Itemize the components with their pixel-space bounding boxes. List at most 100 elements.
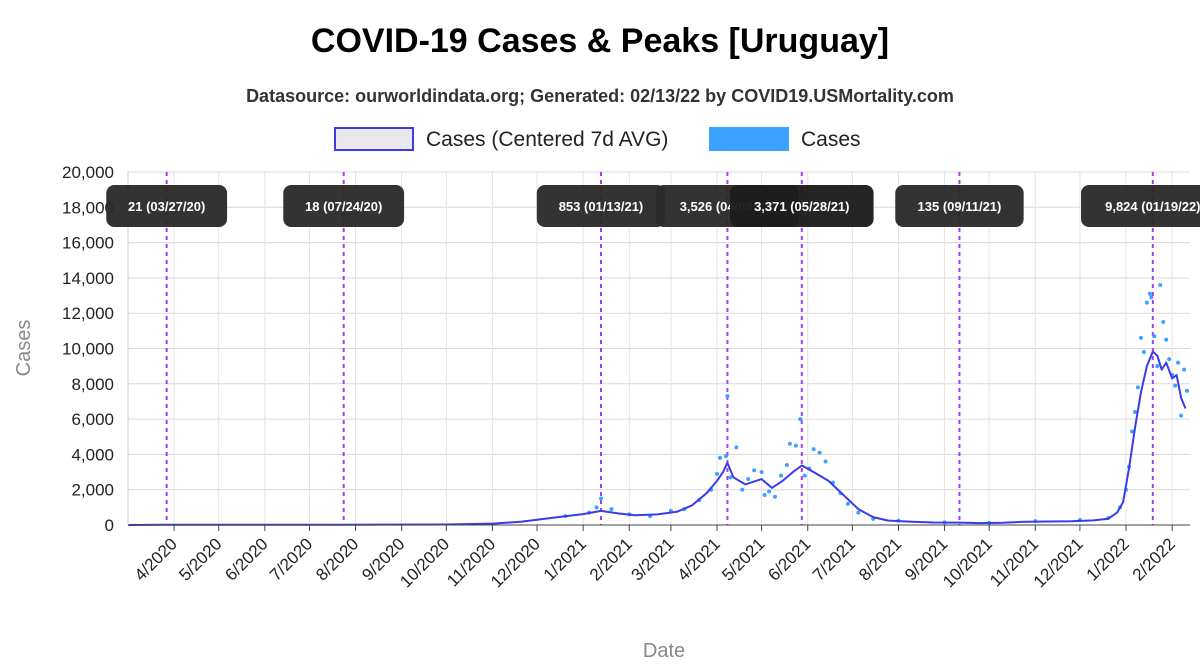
- peak-label-box: [283, 185, 405, 227]
- legend-label-avg: Cases (Centered 7d AVG): [426, 128, 669, 151]
- x-tick-label: 4/2021: [674, 534, 724, 584]
- x-tick-label: 5/2021: [718, 534, 768, 584]
- case-point: [759, 470, 764, 475]
- x-tick-label: 3/2021: [628, 534, 678, 584]
- y-tick-label: 0: [105, 516, 114, 535]
- case-point: [1149, 295, 1154, 300]
- case-point: [1164, 337, 1169, 342]
- case-point: [773, 494, 778, 499]
- case-point: [1141, 350, 1146, 355]
- case-point: [1158, 282, 1163, 287]
- case-point: [1147, 291, 1152, 296]
- peak-label-box: [729, 185, 874, 227]
- x-tick-label: 12/2021: [1030, 534, 1087, 591]
- peak-label-box: [106, 185, 228, 227]
- x-tick-label: 12/2020: [487, 534, 544, 591]
- case-point: [1173, 383, 1178, 388]
- legend-swatch-cases: [709, 127, 789, 151]
- case-point: [1182, 367, 1187, 372]
- x-tick-label: 2/2021: [586, 534, 636, 584]
- x-tick-label: 6/2021: [764, 534, 814, 584]
- y-tick-label: 6,000: [71, 410, 114, 429]
- x-tick-label: 1/2022: [1083, 534, 1133, 584]
- case-point: [1138, 335, 1143, 340]
- x-tick-label: 10/2020: [396, 534, 453, 591]
- case-point: [717, 455, 722, 460]
- peak-label-box: [1081, 185, 1200, 227]
- x-tick-label: 4/2020: [131, 534, 181, 584]
- x-tick-label: 6/2020: [221, 534, 271, 584]
- case-point: [798, 417, 803, 422]
- case-point: [752, 468, 757, 473]
- average-line-path: [127, 350, 1187, 526]
- case-point: [767, 489, 772, 494]
- case-point: [609, 507, 614, 512]
- case-point: [802, 473, 807, 478]
- x-tick-label: 5/2020: [175, 534, 225, 584]
- y-tick-label: 10,000: [62, 340, 114, 359]
- case-point: [1135, 385, 1140, 390]
- peak-label-text: 9,824 (01/19/22): [1105, 199, 1200, 214]
- peak-label: 21 (03/27/20): [106, 185, 228, 227]
- case-point: [1176, 360, 1181, 365]
- x-tick-label: 2/2022: [1129, 534, 1179, 584]
- case-point: [1129, 429, 1134, 434]
- y-tick-label: 20,000: [62, 163, 114, 182]
- case-point: [1132, 410, 1137, 415]
- case-point: [787, 441, 792, 446]
- case-point: [734, 445, 739, 450]
- peak-label-text: 3,371 (05/28/21): [754, 199, 849, 214]
- case-point: [778, 473, 783, 478]
- case-point: [845, 501, 850, 506]
- axes: 0 2,000 4,000 6,000 8,000 10,000 12,000 14,000 1…: [62, 163, 1190, 591]
- peak-label: 135 (09/11/21): [895, 185, 1024, 227]
- x-tick-label: 7/2020: [266, 534, 316, 584]
- peak-label: 9,824 (01/19/22): [1081, 185, 1200, 227]
- peak-label-text: 21 (03/27/20): [128, 199, 205, 214]
- chart-subtitle: Datasource: ourworldindata.org; Generate…: [246, 86, 954, 106]
- chart-title: COVID-19 Cases & Peaks [Uruguay]: [310, 22, 890, 60]
- case-point: [715, 471, 720, 476]
- case-point: [1167, 357, 1172, 362]
- peak-label-text: 18 (07/24/20): [305, 199, 382, 214]
- x-axis-title: Date: [643, 640, 685, 662]
- x-tick-label: 8/2021: [855, 534, 905, 584]
- case-point: [1161, 320, 1166, 325]
- legend-swatch-avg: [334, 127, 414, 151]
- peak-label-box: [895, 185, 1024, 227]
- case-point: [793, 443, 798, 448]
- y-tick-label: 8,000: [71, 375, 114, 394]
- peak-label-box: [536, 185, 666, 227]
- case-point: [728, 475, 733, 480]
- case-point: [1179, 413, 1184, 418]
- case-point: [725, 394, 730, 399]
- peak-labels: 21 (03/27/20) 18 (07/24/20) 853 (01/13/21)…: [106, 185, 1200, 227]
- peak-label: 18 (07/24/20): [283, 185, 405, 227]
- x-tick-label: 7/2021: [809, 534, 859, 584]
- y-tick-label: 4,000: [71, 445, 114, 464]
- x-tick-label: 1/2021: [540, 534, 590, 584]
- case-point: [1185, 388, 1190, 393]
- case-point: [598, 496, 603, 501]
- case-point: [784, 462, 789, 467]
- peak-lines: [165, 172, 1154, 525]
- peak-label: 3,371 (05/28/21): [729, 185, 874, 227]
- case-point: [746, 477, 751, 482]
- y-tick-label: 14,000: [62, 269, 114, 288]
- y-tick-label: 12,000: [62, 304, 114, 323]
- case-point: [823, 459, 828, 464]
- x-tick-label: 8/2020: [312, 534, 362, 584]
- case-point: [1155, 364, 1160, 369]
- case-point: [817, 450, 822, 455]
- case-point: [856, 510, 861, 515]
- y-tick-label: 16,000: [62, 234, 114, 253]
- case-point: [1144, 300, 1149, 305]
- legend: Cases (Centered 7d AVG) Cases: [0, 124, 1200, 156]
- case-point: [1152, 334, 1157, 339]
- cases-average-line: [127, 350, 1187, 526]
- x-tick-label: 10/2021: [939, 534, 996, 591]
- case-point: [594, 505, 599, 510]
- case-point: [762, 492, 767, 497]
- peak-label-text: 853 (01/13/21): [559, 199, 644, 214]
